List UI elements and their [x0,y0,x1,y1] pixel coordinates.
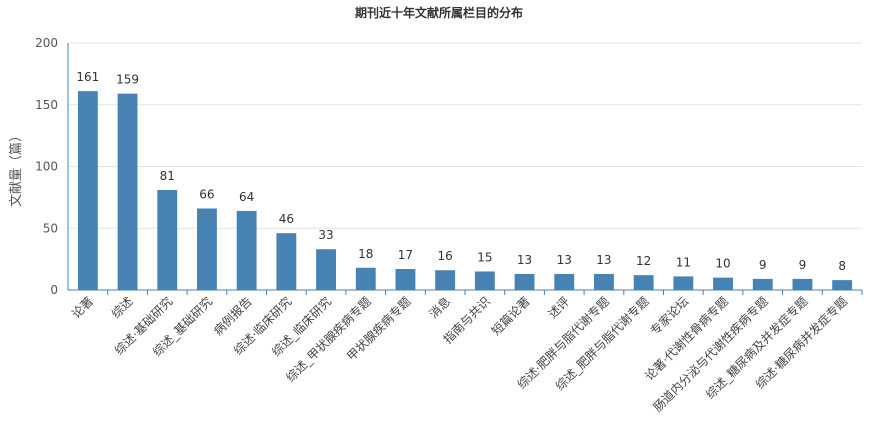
bar[interactable] [395,269,416,290]
bar[interactable] [832,280,853,290]
bar[interactable] [276,233,297,290]
bar[interactable] [316,249,336,290]
bar-value-label: 33 [318,228,333,242]
bar-value-label: 159 [116,73,139,87]
bar[interactable] [554,273,575,290]
bar-value-label: 16 [438,249,453,263]
y-tick-label: 0 [50,283,58,297]
bar[interactable] [236,210,257,290]
bar-value-label: 13 [557,253,572,267]
y-tick-label: 100 [35,160,58,174]
x-tick-label: 短篇论著 [488,294,533,339]
bar[interactable] [197,208,217,290]
bar[interactable] [117,93,138,290]
bar[interactable] [673,276,694,290]
bar-value-label: 64 [239,190,254,204]
bar-value-label: 66 [199,187,214,201]
bar[interactable] [435,270,456,290]
bar-value-label: 12 [636,254,651,268]
x-tick-label: 综述 [109,294,136,321]
gridlines [68,42,862,229]
bar-value-label: 15 [477,250,492,264]
x-tick-label: 述评 [545,294,572,321]
bars: 161 159 81 66 64 46 33 18 17 16 15 13 13 13 12 11 10 9 9 8 [76,70,853,290]
bar-value-label: 81 [160,169,175,183]
bar-value-label: 17 [398,248,413,262]
bar-value-label: 9 [759,258,767,272]
bar-value-label: 9 [799,258,807,272]
bar[interactable] [77,91,98,290]
x-tick-label: 论著 [69,294,96,321]
bar[interactable] [157,189,178,290]
bar[interactable] [355,267,376,290]
y-tick-label: 50 [43,221,58,235]
y-axis-label: 文献量（篇） [9,129,24,207]
y-tick-label: 200 [35,36,58,50]
bar[interactable] [752,278,773,290]
bar-value-label: 8 [838,259,846,273]
bar[interactable] [594,273,614,290]
bar-value-label: 18 [358,247,373,261]
bar[interactable] [633,275,654,290]
bar-value-label: 11 [676,255,691,269]
bar[interactable] [514,273,535,290]
x-tick-label: 消息 [426,294,454,322]
bar[interactable] [474,271,495,290]
bar-value-label: 161 [76,70,99,84]
bar-value-label: 46 [279,212,294,226]
bar-value-label: 13 [596,253,611,267]
bar-value-label: 10 [715,257,730,271]
chart-title: 期刊近十年文献所属栏目的分布 [355,5,523,20]
bar[interactable] [713,277,733,290]
bar[interactable] [792,278,813,290]
y-tick-label: 150 [35,98,58,112]
bar-value-label: 13 [517,253,532,267]
